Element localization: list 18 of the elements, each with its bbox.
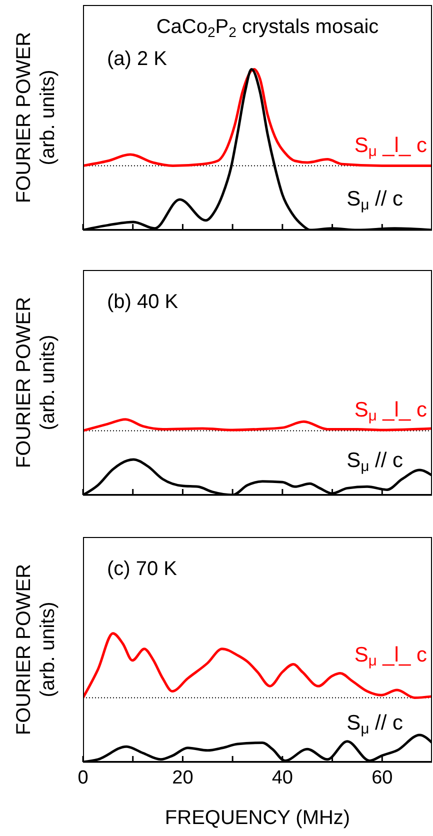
series-label: S$_{μ}$ // c bbox=[346, 711, 403, 738]
y-axis-title: FOURIER POWER (arb. units) bbox=[13, 564, 59, 736]
text: (c) 70 K bbox=[107, 558, 178, 580]
series-label: S$_{μ}$ // c bbox=[346, 449, 403, 475]
series-label: S$_{μ}$ _l_ c bbox=[354, 643, 427, 670]
text: (b) 40 K bbox=[107, 291, 179, 313]
series-label: S$_{μ}$ _l_ c bbox=[354, 398, 427, 424]
x-tick-label: 60 bbox=[372, 767, 393, 788]
y-axis-title: FOURIER POWER (arb. units) bbox=[13, 32, 59, 204]
x-tick-label: 20 bbox=[172, 767, 194, 788]
x-tick-label: 40 bbox=[272, 767, 293, 788]
y-axis-title: FOURIER POWER (arb. units) bbox=[13, 296, 59, 468]
series-label: S$_{μ}$ // c bbox=[346, 188, 403, 214]
chart-title: CaCo$_{2}$P$_{2}$ crystals mosaic bbox=[156, 16, 379, 40]
x-tick-label: 0 bbox=[78, 767, 88, 788]
x-axis-title: FREQUENCY (MHz) bbox=[164, 807, 350, 829]
annotation: (a) 2 K bbox=[107, 48, 168, 70]
series-label: S$_{μ}$ _l_ c bbox=[354, 134, 427, 160]
